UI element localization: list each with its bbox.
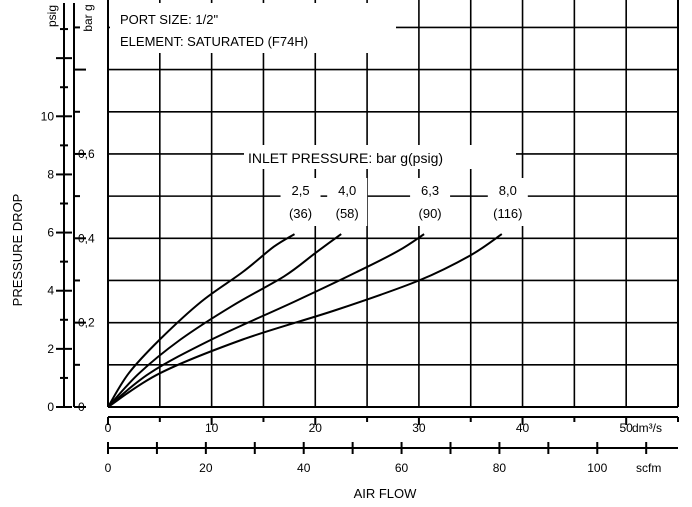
y-axis-title: PRESSURE DROP [10,194,25,307]
dm3s-tick-label: 50 [620,421,634,435]
series-label-pressure-bar: 2,5 [292,183,310,198]
series-label-pressure-psig: (58) [336,206,359,221]
psig-tick-label: 6 [47,226,54,240]
series-line [107,233,503,408]
series-labels: 2,5 (36) 4,0 (58) 6,3 (90) 8,0 (116) [280,178,528,226]
element-label: ELEMENT: SATURATED (F74H) [120,34,308,49]
bar-tick-label: 0,6 [78,147,95,161]
bar-tick-label: 0,4 [78,231,95,245]
psig-tick-label: 0 [47,400,54,414]
scfm-tick-label: 80 [493,461,507,475]
curves [107,233,503,408]
header-box [110,3,396,53]
legend-title-box [244,145,516,169]
series-line [107,233,425,408]
scfm-unit-label: scfm [636,461,661,475]
psig-unit-label: psig [45,5,59,27]
bar-tick-label: 0 [78,400,85,414]
scfm-tick-label: 60 [395,461,409,475]
scfm-tick-label: 40 [297,461,311,475]
psig-tick-label: 8 [47,167,54,181]
scfm-tick-label: 0 [105,461,112,475]
dm3s-unit-label: dm³/s [632,421,662,435]
dm3s-tick-label: 0 [105,421,112,435]
series-line [107,233,342,408]
series-label-box [487,178,528,226]
port-size-label: PORT SIZE: 1/2" [120,12,218,27]
psig-tick-label: 10 [41,109,55,123]
dm3s-tick-label: 40 [516,421,530,435]
series-label-pressure-bar: 8,0 [499,183,517,198]
series-label-pressure-psig: (90) [419,206,442,221]
series-label-pressure-psig: (116) [493,206,522,221]
series-label-box [327,178,368,226]
series-label-pressure-bar: 6,3 [421,183,439,198]
bar-tick-label: 0,2 [78,316,95,330]
series-label-pressure-psig: (36) [289,206,312,221]
series-line [107,233,296,408]
dm3s-tick-label: 20 [309,421,323,435]
dm3s-tick-label: 10 [205,421,219,435]
bar-unit-label: bar g [81,4,95,31]
scfm-tick-label: 20 [199,461,213,475]
scfm-tick-label: 100 [587,461,607,475]
series-label-box [280,178,321,226]
dm3s-tick-label: 30 [412,421,426,435]
grid [108,0,679,407]
x-axis-title: AIR FLOW [354,486,418,501]
legend-title: INLET PRESSURE: bar g(psig) [248,150,443,166]
series-label-pressure-bar: 4,0 [338,183,356,198]
psig-tick-label: 4 [47,284,54,298]
psig-tick-label: 2 [47,342,54,356]
series-label-box [410,178,451,226]
